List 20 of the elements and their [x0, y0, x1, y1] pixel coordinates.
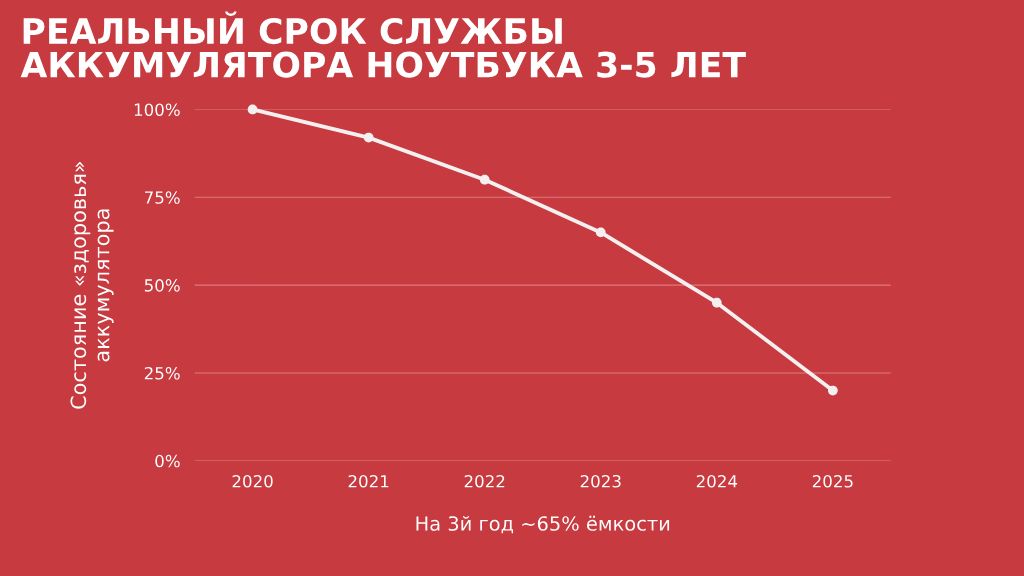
y-tick-label: 50% [144, 279, 180, 292]
point [595, 227, 606, 238]
x-tick-label: 2021 [348, 474, 389, 488]
point [247, 104, 258, 115]
x-tick-label: 2022 [464, 474, 505, 488]
x-tick-label: 2025 [812, 474, 853, 488]
point [827, 385, 838, 396]
x-tick-label: 2024 [696, 474, 738, 488]
y-axis-title: Состояние «здоровья» аккумулятора [70, 161, 114, 409]
x-axis-title: На 3й год ~65% ёмкости [416, 515, 670, 534]
x-tick-label: 2020 [232, 474, 273, 488]
y-tick-label: 25% [144, 366, 180, 380]
point [363, 132, 374, 143]
point [479, 174, 490, 185]
x-tick-label: 2023 [580, 474, 621, 488]
y-tick-label: 75% [144, 191, 180, 204]
point [711, 297, 722, 308]
chart-title: РЕАЛЬНЫЙ СРОК СЛУЖБЫ АККУМУЛЯТОРА НОУТБУКА 3-5 ЛЕТ [20, 11, 746, 78]
y-tick-label: 100% [134, 103, 180, 117]
y-tick-label: 0% [155, 454, 180, 468]
